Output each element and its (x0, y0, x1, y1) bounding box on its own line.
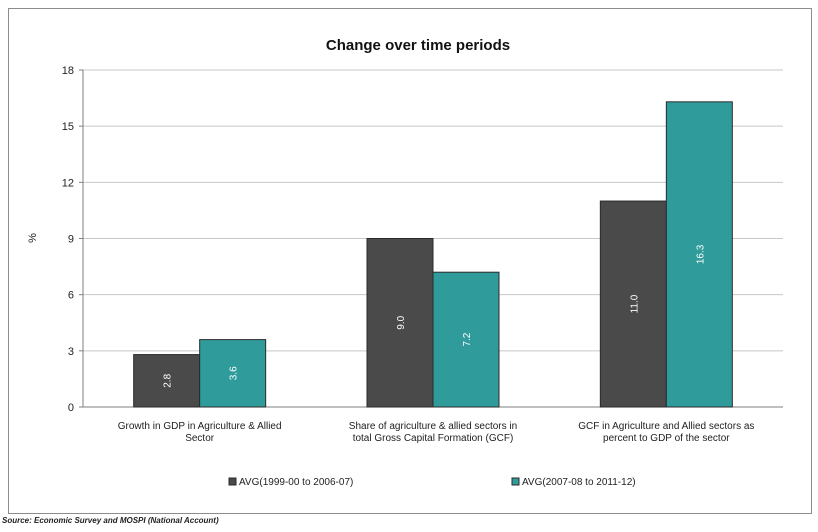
y-tick-label: 9 (68, 234, 74, 246)
legend-swatch (511, 477, 520, 486)
x-tick-label: Share of agriculture & allied sectors in (349, 421, 517, 432)
data-label: 3.6 (229, 366, 240, 380)
x-tick-label: Growth in GDP in Agriculture & Allied (118, 421, 282, 432)
data-label: 16.3 (695, 244, 706, 264)
y-axis-label: % (27, 233, 39, 243)
y-tick-label: 0 (68, 402, 74, 414)
data-label: 11.0 (629, 294, 640, 313)
source-note: Source: Economic Survey and MOSPI (Natio… (2, 516, 219, 525)
y-tick-label: 15 (62, 121, 74, 133)
chart-title: Change over time periods (326, 37, 510, 54)
legend-swatch (228, 477, 237, 486)
data-label: 7.2 (462, 332, 473, 346)
legend-label: AVG(2007-08 to 2011-12) (522, 477, 636, 488)
bar-2 (199, 339, 267, 408)
x-tick-label: Sector (185, 433, 215, 444)
legend-label: AVG(1999-00 to 2006-07) (239, 477, 353, 488)
x-tick-label: GCF in Agriculture and Allied sectors as (578, 421, 754, 432)
bar-2 (665, 101, 733, 408)
bar-1 (599, 200, 667, 408)
bar-2 (432, 271, 500, 408)
y-tick-label: 3 (68, 346, 74, 358)
x-tick-label: percent to GDP of the sector (603, 433, 730, 444)
data-label: 9.0 (396, 315, 407, 329)
y-tick-label: 18 (62, 65, 74, 77)
x-tick-label: total Gross Capital Formation (GCF) (353, 433, 514, 444)
y-tick-label: 6 (68, 290, 74, 302)
bar-1 (366, 238, 434, 408)
y-tick-label: 12 (62, 177, 74, 189)
data-label: 2.8 (163, 373, 174, 387)
